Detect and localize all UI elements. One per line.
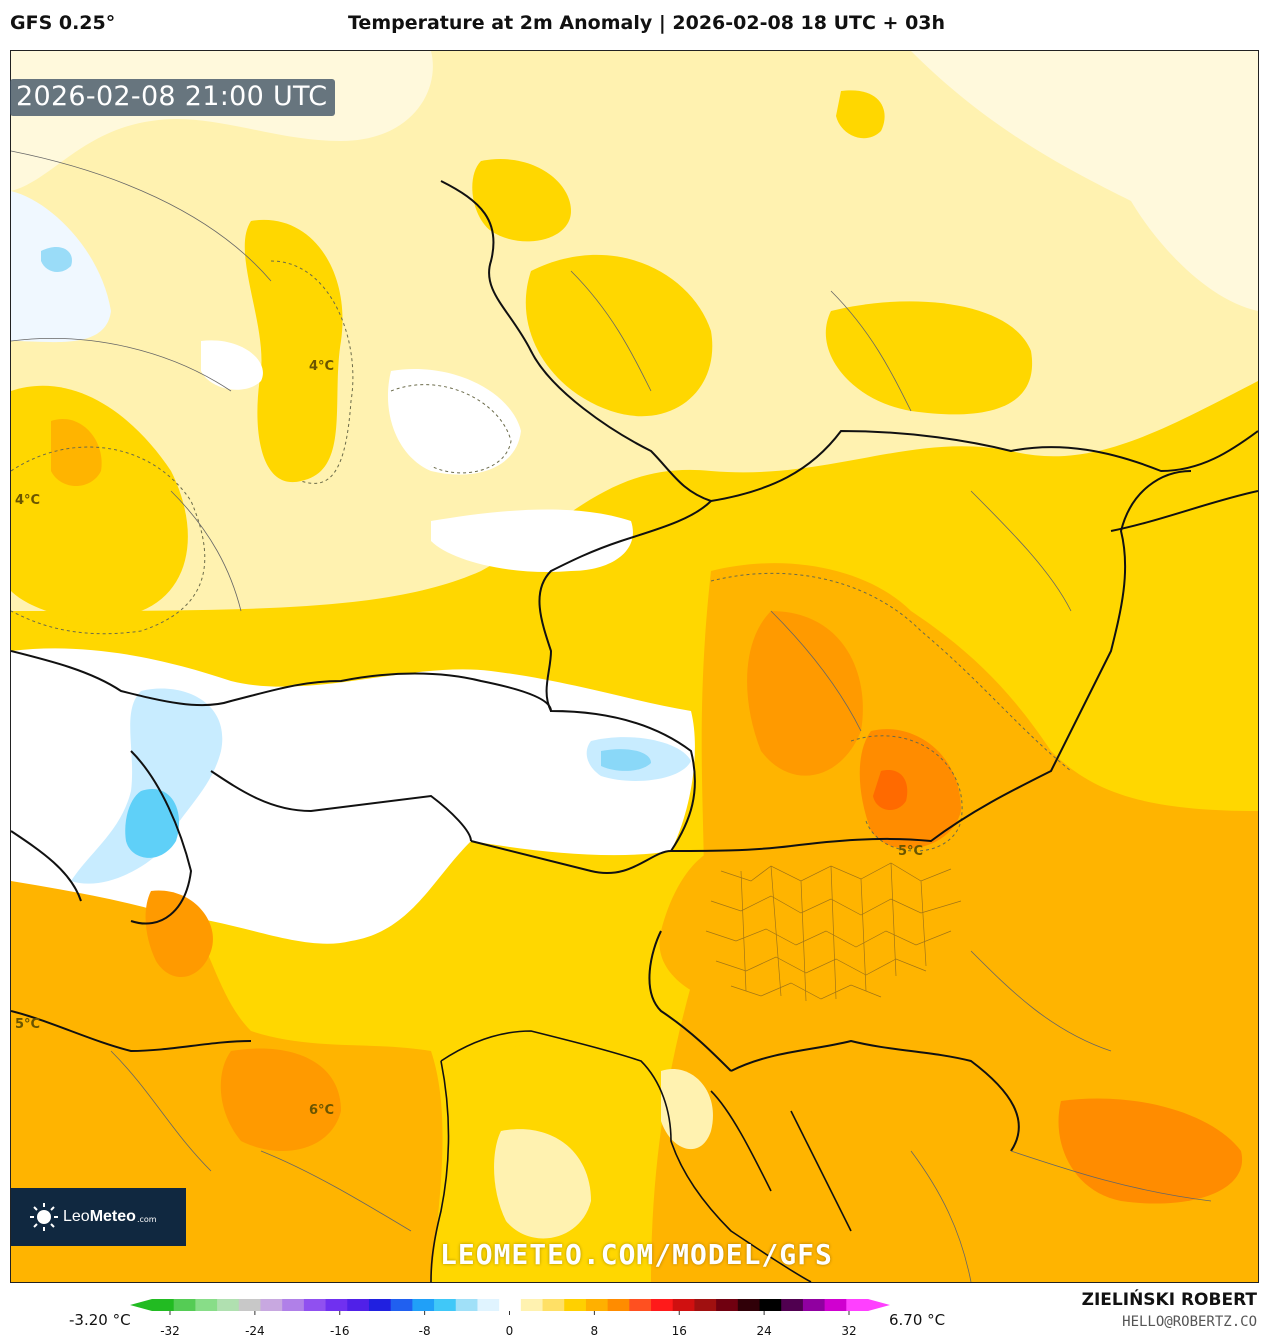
author-email: HELLO@ROBERTZ.CO bbox=[1122, 1314, 1257, 1330]
colorbar-cell bbox=[759, 1299, 782, 1311]
colorbar-arrow-right bbox=[868, 1299, 890, 1311]
colorbar-cell bbox=[824, 1299, 847, 1311]
logo-suffix: .com bbox=[136, 1215, 157, 1224]
colorbar-cell bbox=[455, 1299, 478, 1311]
colorbar-cell bbox=[499, 1299, 522, 1311]
colorbar-tick-label: 24 bbox=[756, 1324, 771, 1338]
colorbar-cell bbox=[368, 1299, 392, 1311]
municipal-borders bbox=[705, 862, 962, 1002]
colorbar-cell bbox=[737, 1299, 761, 1311]
leometeo-logo[interactable]: LeoMeteo .com bbox=[11, 1188, 186, 1246]
light-blue-swiss bbox=[71, 688, 223, 884]
blue-spot-nw bbox=[41, 246, 72, 273]
model-name: GFS 0.25° bbox=[10, 12, 116, 34]
colorbar-cell bbox=[651, 1299, 674, 1311]
colorbar: -32 -24 -16 -8 0 8 16 24 32 bbox=[130, 1299, 890, 1338]
colorbar-tick-label: 0 bbox=[506, 1324, 514, 1338]
gold-bohemia bbox=[525, 254, 713, 417]
blue-core-swiss bbox=[125, 789, 180, 858]
gold-north-small bbox=[836, 90, 885, 139]
colorbar-cell bbox=[152, 1299, 175, 1311]
colorbar-tick-label: 8 bbox=[591, 1324, 599, 1338]
blue-core-tirol bbox=[601, 749, 651, 771]
pale-adriatic bbox=[494, 1129, 591, 1239]
gold-north-patch bbox=[472, 159, 571, 242]
site-watermark: LEOMETEO.COM/MODEL/GFS bbox=[440, 1238, 833, 1271]
colorbar-tick-label: -16 bbox=[330, 1324, 350, 1338]
pale-north-east bbox=[911, 51, 1258, 311]
white-patch-north bbox=[387, 369, 521, 475]
colorbar-tick-label: -24 bbox=[245, 1324, 265, 1338]
colorbar-min-label: -3.20 °C bbox=[69, 1311, 131, 1329]
author-name: ZIELIŃSKI ROBERT bbox=[1081, 1290, 1257, 1310]
sun-icon bbox=[30, 1203, 58, 1231]
colorbar-cell bbox=[238, 1299, 261, 1311]
logo-text: LeoMeteo bbox=[63, 1208, 136, 1225]
valid-time-label: 2026-02-08 21:00 UTC bbox=[10, 79, 336, 116]
colorbar-cell bbox=[195, 1299, 218, 1311]
colorbar-cell bbox=[434, 1299, 457, 1311]
orange-balkans bbox=[1058, 1098, 1243, 1204]
colorbar-cell bbox=[173, 1299, 196, 1311]
anomaly-map bbox=[11, 51, 1258, 1282]
country-borders bbox=[11, 180, 1258, 1152]
colorbar-tick-label: 16 bbox=[672, 1324, 687, 1338]
white-patch-west bbox=[201, 340, 263, 390]
gold-west-patch bbox=[244, 219, 343, 483]
contour-label: 4°C bbox=[15, 493, 41, 508]
colorbar-cell bbox=[585, 1299, 609, 1311]
colorbar-cell bbox=[629, 1299, 652, 1311]
colorbar-cell bbox=[542, 1299, 565, 1311]
orange-hot-spot bbox=[873, 770, 908, 811]
colorbar-cell bbox=[390, 1299, 413, 1311]
contour-label: 6°C bbox=[309, 1103, 335, 1118]
colorbar-cell bbox=[802, 1299, 826, 1311]
map-panel[interactable]: 4°C 4°C 5°C 5°C 6°C bbox=[10, 50, 1259, 1283]
colorbar-cell bbox=[282, 1299, 305, 1311]
colorbar-cell bbox=[260, 1299, 283, 1311]
colorbar-cell bbox=[607, 1299, 630, 1311]
colorbar-arrow-left bbox=[130, 1299, 152, 1311]
slovenia-region bbox=[659, 844, 1004, 1015]
orange-po-valley bbox=[220, 1048, 341, 1151]
colorbar-cell bbox=[347, 1299, 370, 1311]
orange-hungary-west bbox=[747, 611, 863, 776]
pale-istria bbox=[661, 1069, 713, 1150]
colorbar-cell bbox=[217, 1299, 240, 1311]
colorbar-cell bbox=[325, 1299, 348, 1311]
colorbar-tick-label: -8 bbox=[419, 1324, 431, 1338]
colorbar-cell bbox=[477, 1299, 500, 1311]
colorbar-tick-label: -32 bbox=[160, 1324, 180, 1338]
orange-core-pannonia bbox=[859, 729, 961, 849]
coastline bbox=[430, 1030, 852, 1282]
gold-moravia bbox=[825, 301, 1033, 415]
contour-label: 5°C bbox=[898, 844, 924, 859]
contour-label: 5°C bbox=[15, 1017, 41, 1032]
colorbar-cell bbox=[412, 1299, 435, 1311]
map-title: Temperature at 2m Anomaly | 2026-02-08 1… bbox=[348, 12, 946, 34]
colorbar-max-label: 6.70 °C bbox=[889, 1311, 946, 1329]
colorbar-cell bbox=[520, 1299, 544, 1311]
colorbar-tick-label: 32 bbox=[841, 1324, 856, 1338]
colorbar-cell bbox=[781, 1299, 804, 1311]
colorbar-cell bbox=[694, 1299, 717, 1311]
orange-core-piedmont bbox=[145, 890, 213, 978]
colorbar-cell bbox=[672, 1299, 695, 1311]
region-borders bbox=[11, 150, 1212, 1282]
colorbar-cell bbox=[846, 1299, 869, 1311]
colorbar-cell bbox=[564, 1299, 587, 1311]
contour-label: 4°C bbox=[309, 359, 335, 374]
orange-far-west bbox=[51, 419, 102, 486]
colorbar-cell bbox=[716, 1299, 739, 1311]
colorbar-cell bbox=[303, 1299, 327, 1311]
